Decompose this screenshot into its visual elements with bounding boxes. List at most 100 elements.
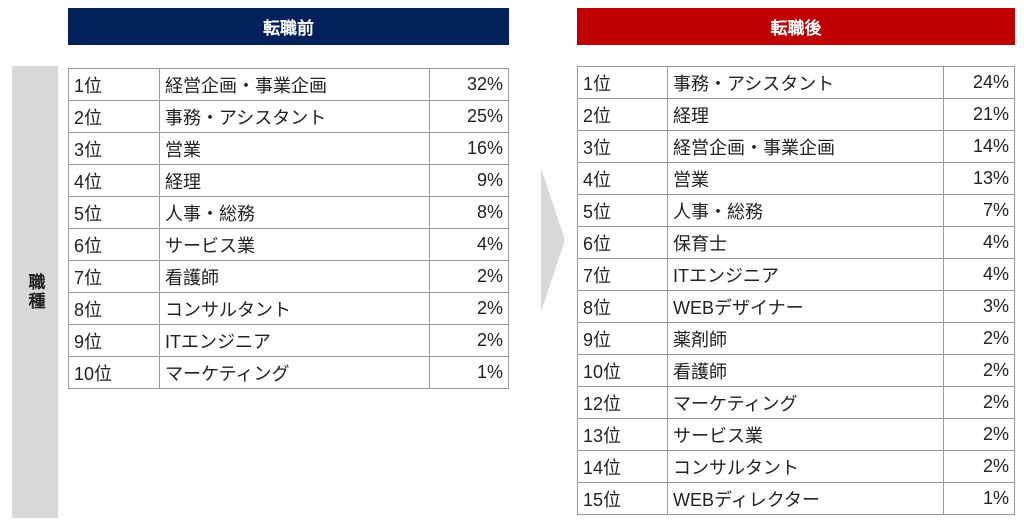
job-cell: 人事・総務 [159, 196, 430, 229]
after-title: 転職後 [770, 19, 822, 38]
rank-cell: 7位 [68, 260, 160, 293]
table-row: 5位 人事・総務 7% [577, 194, 1015, 227]
rank-cell: 9位 [68, 324, 160, 357]
percent-cell: 9% [429, 164, 509, 197]
table-row: 9位 薬剤師 2% [577, 322, 1015, 355]
table-row: 8位 WEBデザイナー 3% [577, 290, 1015, 323]
rank-cell: 2位 [577, 98, 668, 131]
table-row: 6位 保育士 4% [577, 226, 1015, 259]
rank-cell: 15位 [577, 482, 668, 515]
table-row: 9位 ITエンジニア 2% [68, 324, 509, 357]
table-row: 2位 事務・アシスタント 25% [68, 100, 509, 133]
rank-cell: 1位 [577, 66, 668, 99]
percent-cell: 7% [943, 194, 1015, 227]
rank-cell: 5位 [68, 196, 160, 229]
rank-cell: 4位 [68, 164, 160, 197]
percent-cell: 4% [943, 258, 1015, 291]
percent-cell: 21% [943, 98, 1015, 131]
percent-cell: 2% [429, 324, 509, 357]
job-cell: ITエンジニア [667, 258, 944, 291]
percent-cell: 16% [429, 132, 509, 165]
job-cell: 看護師 [159, 260, 430, 293]
job-cell: 営業 [159, 132, 430, 165]
table-row: 13位 サービス業 2% [577, 418, 1015, 451]
percent-cell: 2% [429, 260, 509, 293]
job-cell: 人事・総務 [667, 194, 944, 227]
table-row: 7位 ITエンジニア 4% [577, 258, 1015, 291]
rank-cell: 6位 [68, 228, 160, 261]
table-row: 1位 事務・アシスタント 24% [577, 66, 1015, 99]
rank-cell: 4位 [577, 162, 668, 195]
job-cell: ITエンジニア [159, 324, 430, 357]
table-row: 15位 WEBディレクター 1% [577, 482, 1015, 515]
percent-cell: 3% [943, 290, 1015, 323]
job-cell: 薬剤師 [667, 322, 944, 355]
rank-cell: 9位 [577, 322, 668, 355]
percent-cell: 2% [943, 322, 1015, 355]
rank-cell: 8位 [68, 292, 160, 325]
job-cell: 営業 [667, 162, 944, 195]
before-title: 転職前 [263, 19, 314, 38]
rank-cell: 14位 [577, 450, 668, 483]
table-row: 6位 サービス業 4% [68, 228, 509, 261]
rank-cell: 1位 [68, 68, 160, 101]
before-ranking-table: 1位 経営企画・事業企画 32% 2位 事務・アシスタント 25% 3位 営業 16% 4位 経理 9… [68, 68, 509, 389]
job-cell: 経営企画・事業企画 [667, 130, 944, 163]
rank-cell: 10位 [68, 356, 160, 389]
percent-cell: 8% [429, 196, 509, 229]
after-ranking-table: 1位 事務・アシスタント 24% 2位 経理 21% 3位 経営企画・事業企画 14% 4位 営業 1… [577, 66, 1015, 515]
table-row: 3位 経営企画・事業企画 14% [577, 130, 1015, 163]
percent-cell: 2% [943, 354, 1015, 387]
rank-cell: 2位 [68, 100, 160, 133]
job-cell: 看護師 [667, 354, 944, 387]
percent-cell: 13% [943, 162, 1015, 195]
percent-cell: 1% [943, 482, 1015, 515]
rank-cell: 5位 [577, 194, 668, 227]
percent-cell: 24% [943, 66, 1015, 99]
after-header: 転職後 [577, 8, 1015, 45]
percent-cell: 25% [429, 100, 509, 133]
table-row: 2位 経理 21% [577, 98, 1015, 131]
chevron-right-icon [541, 168, 565, 312]
job-cell: コンサルタント [159, 292, 430, 325]
job-cell: WEBディレクター [667, 482, 944, 515]
table-row: 10位 マーケティング 1% [68, 356, 509, 389]
table-row: 4位 営業 13% [577, 162, 1015, 195]
job-cell: サービス業 [159, 228, 430, 261]
percent-cell: 32% [429, 68, 509, 101]
job-cell: コンサルタント [667, 450, 944, 483]
job-cell: 経理 [159, 164, 430, 197]
rank-cell: 8位 [577, 290, 668, 323]
rank-cell: 3位 [577, 130, 668, 163]
percent-cell: 14% [943, 130, 1015, 163]
percent-cell: 2% [943, 450, 1015, 483]
table-row: 5位 人事・総務 8% [68, 196, 509, 229]
rank-cell: 3位 [68, 132, 160, 165]
table-row: 10位 看護師 2% [577, 354, 1015, 387]
category-label: 職種 [25, 273, 45, 311]
percent-cell: 2% [943, 418, 1015, 451]
table-row: 14位 コンサルタント 2% [577, 450, 1015, 483]
percent-cell: 2% [429, 292, 509, 325]
job-cell: 保育士 [667, 226, 944, 259]
table-row: 4位 経理 9% [68, 164, 509, 197]
category-label-box: 職種 [12, 66, 58, 518]
job-cell: サービス業 [667, 418, 944, 451]
table-row: 3位 営業 16% [68, 132, 509, 165]
rank-cell: 13位 [577, 418, 668, 451]
job-cell: 経理 [667, 98, 944, 131]
table-row: 7位 看護師 2% [68, 260, 509, 293]
percent-cell: 4% [429, 228, 509, 261]
before-header: 転職前 [68, 8, 509, 45]
rank-cell: 6位 [577, 226, 668, 259]
job-cell: マーケティング [159, 356, 430, 389]
table-row: 12位 マーケティング 2% [577, 386, 1015, 419]
job-cell: 事務・アシスタント [159, 100, 430, 133]
job-cell: 事務・アシスタント [667, 66, 944, 99]
job-cell: マーケティング [667, 386, 944, 419]
table-row: 1位 経営企画・事業企画 32% [68, 68, 509, 101]
job-cell: WEBデザイナー [667, 290, 944, 323]
rank-cell: 10位 [577, 354, 668, 387]
table-row: 8位 コンサルタント 2% [68, 292, 509, 325]
job-cell: 経営企画・事業企画 [159, 68, 430, 101]
